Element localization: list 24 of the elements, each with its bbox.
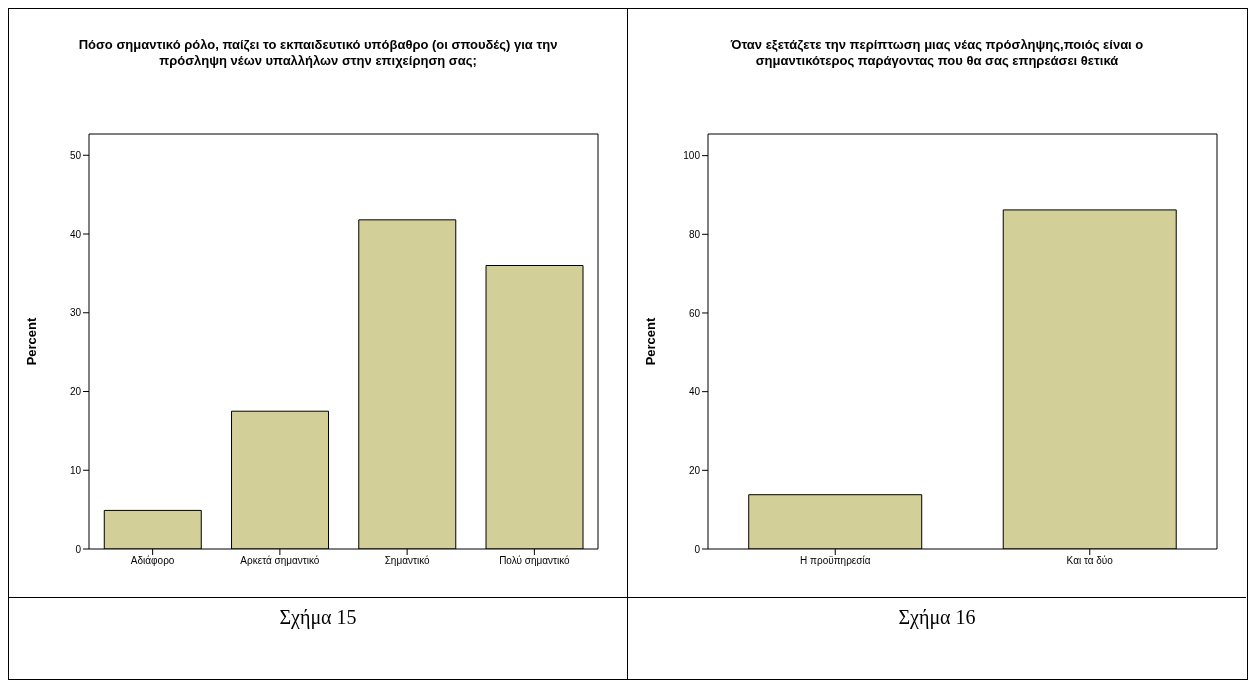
y-tick-label: 100 [683,150,701,162]
y-tick-label: 40 [69,228,82,240]
y-axis-title: Percent [642,316,658,366]
y-tick-label: 10 [69,464,82,476]
y-tick-label: 80 [688,228,701,240]
y-tick-label: 30 [69,307,82,319]
x-tick-label: Σημαντικό [384,555,431,567]
chart-title: Όταν εξετάζετε την περίπτωση μιας νέας πρόσληψης,ποιός είναι ο σημαντικότερος παράγοντας που θα σας επηρεάσει θετικά [729,37,1145,69]
y-tick-label: 40 [688,386,701,398]
x-tick-label: Αδιάφορο [130,555,175,567]
text: Σχήμα 15 [278,606,358,629]
y-tick-label: 0 [694,543,701,555]
x-tick-label: Και τα δύο [1066,555,1114,567]
y-tick-label: 20 [69,386,82,398]
y-tick-label: 50 [69,149,82,161]
x-tick-label: Η προϋπηρεσία [800,555,871,567]
y-tick-label: 60 [688,307,701,319]
x-tick-label: Πολύ σημαντικό [499,555,571,567]
text: Σχήμα 16 [897,606,977,629]
y-tick-label: 0 [75,543,82,555]
y-tick-label: 20 [688,464,701,476]
y-axis-title: Percent [23,316,39,366]
chart-title: Πόσο σημαντικό ρόλο, παίζει το εκπαιδευτικό υπόβαθρο (οι σπουδές) για την πρόσληψη νέων υπαλλήλων στην επιχείρηση σας; [77,37,559,69]
x-tick-label: Αρκετά σημαντικό [240,555,320,567]
